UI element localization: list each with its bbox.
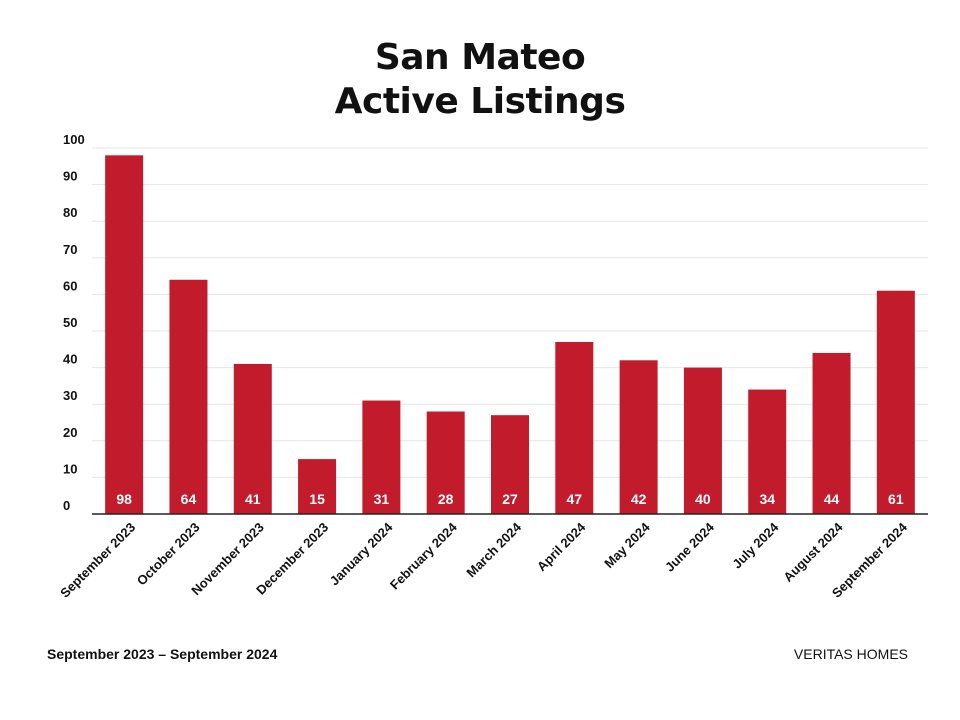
bar-value-label: 64 bbox=[181, 491, 197, 507]
bar bbox=[876, 290, 915, 514]
x-tick-label: July 2024 bbox=[729, 519, 782, 572]
x-tick-label: February 2024 bbox=[387, 519, 460, 592]
bar-value-label: 61 bbox=[888, 491, 904, 507]
bar bbox=[105, 155, 144, 514]
x-tick-label: June 2024 bbox=[662, 519, 718, 575]
bar-value-label: 15 bbox=[309, 491, 325, 507]
footer-date-range: September 2023 – September 2024 bbox=[47, 646, 278, 662]
y-axis-ticks: 0 10 20 30 40 50 60 70 80 90 100 bbox=[63, 132, 85, 513]
bar bbox=[555, 341, 594, 514]
y-tick-label: 70 bbox=[63, 242, 77, 257]
bar bbox=[812, 352, 851, 514]
bar bbox=[362, 400, 401, 514]
bar-value-label: 31 bbox=[374, 491, 390, 507]
bar-value-label: 41 bbox=[245, 491, 261, 507]
chart-title-line-2: Active Listings bbox=[334, 81, 626, 122]
footer-brand: VERITAS HOMES bbox=[793, 646, 908, 662]
x-tick-label: March 2024 bbox=[463, 519, 524, 580]
bar-value-label: 40 bbox=[695, 491, 711, 507]
y-tick-label: 20 bbox=[63, 425, 77, 440]
bar-value-labels: 98 64 41 15 31 28 27 47 42 40 34 44 61 bbox=[116, 491, 903, 507]
y-tick-label: 30 bbox=[63, 388, 77, 403]
bar bbox=[298, 459, 337, 514]
bar-value-label: 42 bbox=[631, 491, 647, 507]
chart-title-line-1: San Mateo bbox=[374, 37, 586, 78]
bars bbox=[105, 155, 915, 514]
chart-title: San Mateo Active Listings bbox=[0, 36, 960, 124]
bar bbox=[491, 415, 529, 514]
bar-value-label: 44 bbox=[824, 491, 840, 507]
x-tick-label: April 2024 bbox=[534, 519, 589, 574]
bar bbox=[233, 363, 272, 514]
bar-value-label: 27 bbox=[502, 491, 518, 507]
bar bbox=[169, 279, 208, 514]
x-tick-label: October 2023 bbox=[134, 520, 203, 589]
x-tick-label: August 2024 bbox=[780, 519, 846, 585]
bar-value-label: 28 bbox=[438, 491, 454, 507]
bar bbox=[683, 367, 722, 514]
bar-value-label: 47 bbox=[567, 491, 583, 507]
bar-value-label: 98 bbox=[116, 491, 132, 507]
y-tick-label: 60 bbox=[63, 278, 77, 293]
x-tick-label: September 2023 bbox=[57, 520, 138, 601]
y-tick-label: 0 bbox=[63, 498, 70, 513]
gridlines bbox=[92, 147, 928, 478]
y-tick-label: 50 bbox=[63, 315, 77, 330]
x-tick-label: January 2024 bbox=[327, 519, 396, 588]
bar bbox=[619, 360, 658, 514]
bar bbox=[748, 389, 787, 514]
y-tick-label: 100 bbox=[63, 132, 85, 147]
bar bbox=[426, 411, 465, 514]
y-tick-label: 80 bbox=[63, 205, 77, 220]
x-tick-label: May 2024 bbox=[601, 519, 653, 571]
bar-value-label: 34 bbox=[759, 491, 775, 507]
y-tick-label: 10 bbox=[63, 461, 77, 476]
y-tick-label: 40 bbox=[63, 352, 77, 367]
y-tick-label: 90 bbox=[63, 169, 77, 184]
